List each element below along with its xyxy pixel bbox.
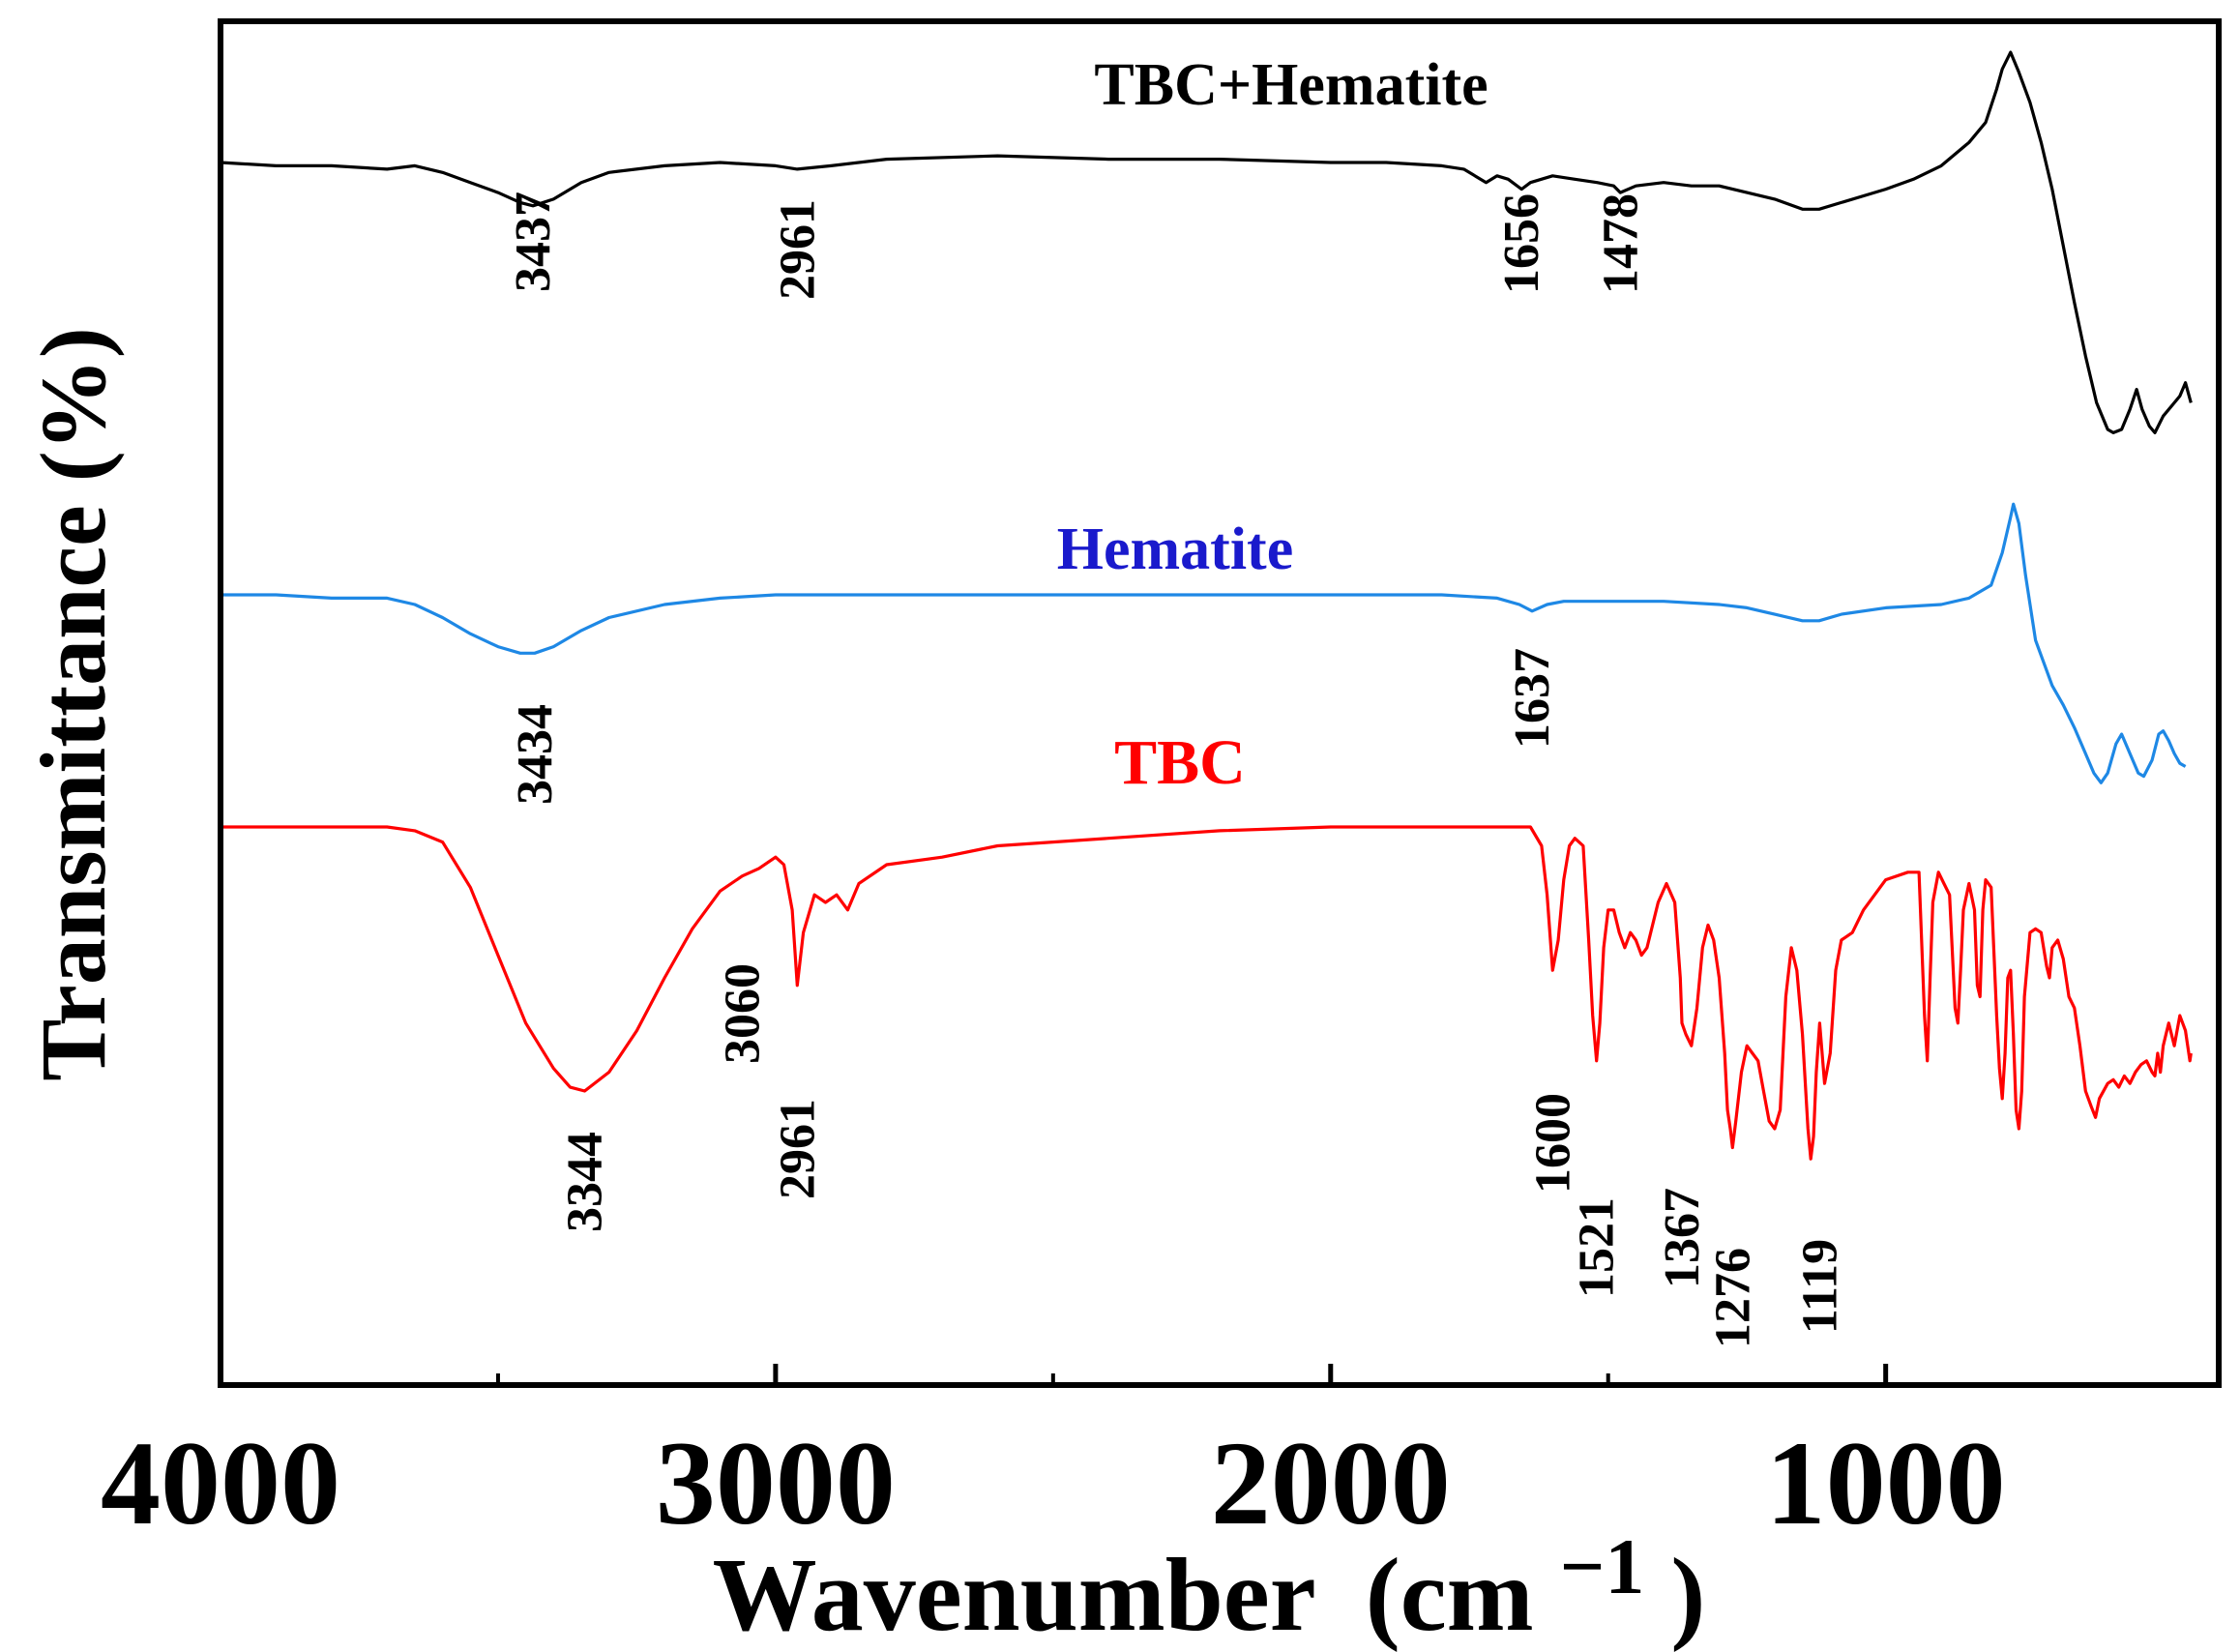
x-tick-label: 2000 (1211, 1417, 1451, 1549)
series-label-tbc-hematite: TBC+Hematite (1094, 52, 1488, 118)
axes-layer (218, 18, 2222, 1388)
x-axis-title-main: Wavenumber (713, 1538, 1314, 1652)
plot-frame (218, 18, 2222, 1388)
series-line-tbc-hematite (220, 50, 2193, 434)
peak-label: 3434 (508, 704, 563, 805)
peak-label: 1521 (1570, 1197, 1625, 1298)
x-tick-label: 1000 (1766, 1417, 2006, 1549)
x-axis-title-unit: (cm (1366, 1538, 1534, 1652)
peak-label: 3060 (716, 963, 771, 1064)
peak-label: 3344 (558, 1132, 613, 1232)
peak-label: 1478 (1593, 193, 1648, 294)
peak-label: 1600 (1525, 1093, 1580, 1194)
x-axis-title: Wavenumber (cm −1 ) (713, 1501, 1706, 1652)
tick-layer: 4000 3000 2000 1000 (101, 1364, 2006, 1549)
y-axis-title: Transmittance (%) (21, 327, 125, 1080)
series-line-tbc (221, 825, 2193, 1161)
series-line-hematite (221, 502, 2187, 784)
peak-label: 3437 (506, 192, 561, 292)
x-axis-title-close: ) (1670, 1538, 1705, 1652)
peak-label: 2961 (770, 199, 825, 300)
x-axis-title-sup: −1 (1560, 1522, 1645, 1610)
peak-label: 2961 (770, 1099, 825, 1199)
x-tick-label: 3000 (656, 1417, 896, 1549)
series-label-tbc: TBC (1114, 727, 1246, 798)
peak-label: 1637 (1505, 648, 1560, 749)
peak-label: 1119 (1792, 1239, 1847, 1334)
peak-label: 1367 (1655, 1188, 1710, 1288)
series-label-hematite: Hematite (1057, 516, 1293, 582)
peak-label: 1656 (1494, 193, 1549, 294)
series-layer (220, 50, 2193, 1161)
peak-label: 1276 (1705, 1248, 1760, 1348)
annotation-layer: TBC+Hematite Hematite TBC 3437 2961 1656 1478 3… (506, 52, 1847, 1348)
x-tick-label: 4000 (101, 1417, 340, 1549)
